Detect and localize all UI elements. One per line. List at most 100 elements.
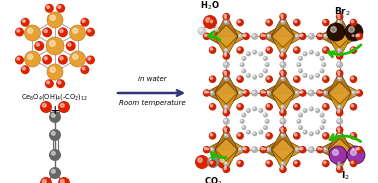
- Circle shape: [242, 34, 246, 39]
- Circle shape: [247, 109, 248, 111]
- Circle shape: [321, 69, 322, 71]
- Circle shape: [259, 131, 261, 132]
- Circle shape: [210, 48, 213, 50]
- Circle shape: [259, 52, 261, 54]
- Polygon shape: [215, 82, 237, 104]
- Circle shape: [241, 63, 242, 65]
- Circle shape: [239, 92, 240, 93]
- Polygon shape: [328, 25, 351, 47]
- Circle shape: [282, 130, 283, 132]
- Circle shape: [223, 166, 230, 173]
- Circle shape: [319, 147, 324, 152]
- Polygon shape: [318, 81, 340, 105]
- Circle shape: [298, 113, 303, 118]
- Circle shape: [242, 56, 246, 61]
- Circle shape: [320, 56, 325, 61]
- Circle shape: [60, 57, 63, 60]
- Circle shape: [299, 92, 301, 93]
- Circle shape: [279, 109, 287, 117]
- Circle shape: [242, 89, 250, 97]
- Circle shape: [36, 43, 39, 46]
- Circle shape: [298, 91, 303, 96]
- Circle shape: [236, 103, 244, 111]
- Circle shape: [282, 49, 283, 51]
- Circle shape: [224, 16, 229, 21]
- Circle shape: [337, 20, 342, 25]
- Circle shape: [259, 108, 263, 113]
- Circle shape: [323, 91, 328, 96]
- Circle shape: [225, 53, 226, 54]
- Circle shape: [357, 147, 359, 150]
- Circle shape: [264, 148, 265, 150]
- Circle shape: [281, 105, 283, 107]
- Circle shape: [304, 74, 305, 76]
- Circle shape: [239, 148, 240, 150]
- Circle shape: [267, 77, 270, 79]
- Circle shape: [310, 107, 311, 109]
- Circle shape: [310, 76, 311, 77]
- Circle shape: [336, 166, 344, 173]
- Circle shape: [224, 54, 226, 56]
- Circle shape: [293, 46, 301, 54]
- Circle shape: [86, 28, 95, 37]
- Circle shape: [209, 160, 216, 167]
- Circle shape: [321, 114, 322, 115]
- Circle shape: [210, 147, 215, 152]
- Circle shape: [46, 6, 50, 8]
- Circle shape: [49, 111, 61, 123]
- Circle shape: [321, 62, 326, 67]
- Circle shape: [261, 147, 263, 150]
- Circle shape: [350, 19, 357, 26]
- Polygon shape: [215, 36, 238, 58]
- Circle shape: [297, 120, 299, 122]
- Circle shape: [225, 77, 226, 79]
- Text: H$_2$O: H$_2$O: [200, 0, 220, 12]
- Circle shape: [345, 23, 363, 41]
- Polygon shape: [271, 128, 295, 150]
- Circle shape: [68, 43, 71, 46]
- Circle shape: [297, 51, 325, 79]
- Circle shape: [319, 34, 324, 39]
- Circle shape: [15, 55, 24, 64]
- Circle shape: [238, 34, 243, 39]
- Circle shape: [264, 57, 266, 59]
- Circle shape: [337, 161, 342, 166]
- Polygon shape: [271, 150, 295, 171]
- Circle shape: [223, 75, 230, 82]
- Circle shape: [308, 146, 315, 153]
- Circle shape: [224, 76, 229, 81]
- Circle shape: [215, 28, 218, 31]
- Circle shape: [242, 114, 244, 115]
- Circle shape: [329, 146, 347, 164]
- Polygon shape: [328, 128, 352, 150]
- Circle shape: [322, 33, 329, 40]
- Circle shape: [295, 147, 297, 150]
- Circle shape: [336, 132, 343, 139]
- Circle shape: [225, 21, 226, 22]
- Circle shape: [253, 91, 255, 93]
- Circle shape: [303, 108, 308, 113]
- Circle shape: [336, 126, 344, 134]
- Circle shape: [238, 134, 240, 136]
- Circle shape: [357, 34, 359, 36]
- Circle shape: [316, 109, 318, 111]
- Circle shape: [351, 134, 353, 136]
- Circle shape: [70, 51, 85, 67]
- Circle shape: [242, 33, 250, 40]
- Circle shape: [223, 126, 230, 134]
- Circle shape: [294, 147, 300, 152]
- Circle shape: [279, 118, 287, 125]
- Polygon shape: [272, 139, 294, 161]
- Circle shape: [49, 129, 61, 141]
- Circle shape: [280, 133, 285, 138]
- Circle shape: [324, 134, 326, 136]
- Circle shape: [295, 34, 297, 36]
- Circle shape: [50, 15, 55, 20]
- Circle shape: [338, 167, 340, 169]
- Circle shape: [223, 109, 230, 117]
- Circle shape: [316, 33, 324, 40]
- Circle shape: [294, 161, 297, 164]
- Circle shape: [338, 63, 340, 65]
- Circle shape: [294, 104, 297, 107]
- Circle shape: [338, 48, 340, 51]
